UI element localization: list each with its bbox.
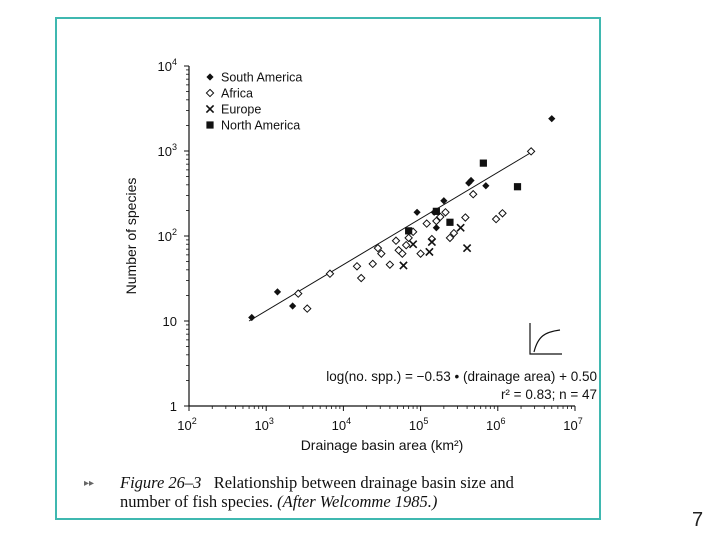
point-africa xyxy=(445,233,455,243)
y-axis-label: Number of species xyxy=(123,178,139,295)
x-tick-label: 103 xyxy=(254,416,273,433)
point-africa xyxy=(491,214,501,224)
point-north-america xyxy=(432,207,440,215)
x-axis-label: Drainage basin area (km²) xyxy=(301,437,464,453)
y-tick-label: 102 xyxy=(158,227,177,244)
point-africa xyxy=(398,249,407,258)
point-north-america xyxy=(513,183,522,191)
x-tick-label: 104 xyxy=(332,416,351,433)
point-south-america xyxy=(548,115,556,123)
point-africa xyxy=(432,216,441,226)
legend-label: North America xyxy=(221,119,300,133)
point-africa xyxy=(293,289,303,298)
caption-line2: number of fish species. xyxy=(120,492,274,511)
point-south-america xyxy=(440,197,448,205)
figure-label: Figure 26–3 xyxy=(120,473,202,492)
inset-curve-icon xyxy=(529,323,562,355)
point-africa xyxy=(416,249,425,258)
x-tick-label: 105 xyxy=(409,416,428,433)
point-africa xyxy=(352,261,362,271)
page-number: 7 xyxy=(692,509,704,531)
legend-marker xyxy=(205,104,215,114)
point-africa xyxy=(356,273,366,283)
point-africa xyxy=(461,213,470,222)
scan-mark: ▸▸ xyxy=(84,478,95,489)
x-tick-label: 102 xyxy=(177,416,196,433)
legend-marker xyxy=(206,73,214,81)
legend-marker xyxy=(205,88,215,98)
figure-frame xyxy=(55,17,601,520)
point-africa xyxy=(435,212,445,222)
regression-line xyxy=(248,152,532,322)
figure-caption: Figure 26–3 Relationship between drainag… xyxy=(120,473,600,511)
x-tick-label: 107 xyxy=(563,416,582,433)
point-europe xyxy=(427,237,437,247)
point-europe xyxy=(408,240,418,249)
point-north-america xyxy=(446,218,454,226)
y-tick-label: 103 xyxy=(158,142,177,159)
point-europe xyxy=(399,261,408,270)
point-africa xyxy=(385,260,395,269)
point-africa xyxy=(401,240,411,250)
point-africa xyxy=(526,147,536,156)
legend-label: Europe xyxy=(221,103,261,117)
point-africa xyxy=(391,236,401,246)
point-south-america xyxy=(432,224,440,232)
point-africa xyxy=(377,249,386,258)
point-south-america xyxy=(289,302,297,310)
caption-citation: (After Welcomme 1985.) xyxy=(277,492,438,511)
point-africa xyxy=(373,243,383,253)
legend-label: Africa xyxy=(221,87,253,101)
point-africa xyxy=(468,189,478,199)
point-south-america xyxy=(273,288,282,296)
point-south-america xyxy=(467,176,475,185)
equation-line2: r² = 0.83; n = 47 xyxy=(501,387,597,402)
point-europe xyxy=(462,243,472,253)
point-africa xyxy=(422,219,432,228)
point-africa xyxy=(441,207,450,217)
point-europe xyxy=(425,247,434,257)
point-europe xyxy=(456,223,465,232)
point-africa xyxy=(325,269,335,279)
point-south-america xyxy=(413,208,421,216)
x-tick-label: 106 xyxy=(486,416,505,433)
point-south-america xyxy=(482,182,490,190)
point-africa xyxy=(498,208,507,218)
legend-label: South America xyxy=(221,71,302,85)
point-south-america xyxy=(248,313,256,322)
point-africa xyxy=(368,259,378,269)
point-north-america xyxy=(479,159,487,167)
legend-marker xyxy=(206,121,214,129)
point-africa xyxy=(449,228,459,238)
y-tick-label: 104 xyxy=(158,57,177,74)
y-tick-label: 1 xyxy=(170,399,177,414)
point-north-america xyxy=(405,227,413,235)
caption-line1: Relationship between drainage basin size… xyxy=(213,473,514,492)
point-africa xyxy=(302,304,312,313)
y-tick-label: 10 xyxy=(163,314,177,329)
equation-line1: log(no. spp.) = −0.53 • (drainage area) … xyxy=(326,369,597,384)
point-africa xyxy=(404,233,413,243)
